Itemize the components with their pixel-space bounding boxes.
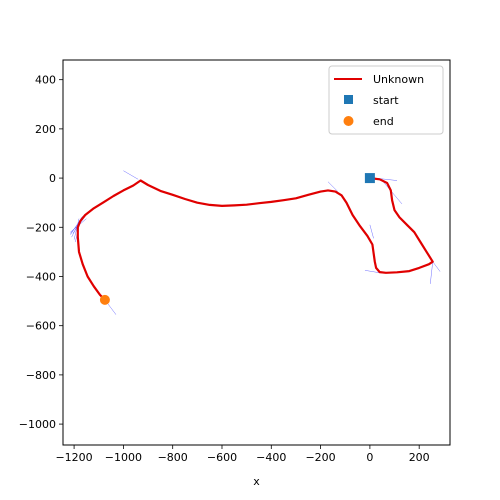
y-axis-ticks: 400 200 0 −200 −400 −600 −800 −1000 <box>19 74 63 431</box>
x-tick-label: 0 <box>366 451 373 464</box>
legend-square-swatch <box>344 95 353 104</box>
y-tick-label: −400 <box>26 270 56 283</box>
y-tick-label: 0 <box>49 172 56 185</box>
y-tick-label: −800 <box>26 369 56 382</box>
direction-segment <box>369 224 374 239</box>
direction-segment <box>73 218 80 240</box>
x-tick-label: −800 <box>158 451 188 464</box>
direction-segment <box>123 170 139 180</box>
series-line-unknown <box>76 177 434 301</box>
x-tick-label: −400 <box>256 451 286 464</box>
legend-label-start: start <box>373 94 399 107</box>
legend-box <box>328 65 444 135</box>
x-tick-label: −1000 <box>105 451 142 464</box>
y-tick-label: −200 <box>26 221 56 234</box>
legend: Unknown start end <box>328 65 444 135</box>
direction-segment <box>430 261 433 284</box>
y-tick-label: 200 <box>35 123 56 136</box>
marker-start <box>364 173 375 184</box>
x-axis-label: x <box>253 475 260 488</box>
x-axis-ticks: −1200 −1000 −800 −600 −400 −200 0 200 <box>55 445 430 464</box>
x-tick-label: −1200 <box>55 451 92 464</box>
legend-circle-swatch <box>343 116 354 126</box>
series-lines <box>76 177 434 301</box>
markers <box>99 173 375 305</box>
x-tick-label: −200 <box>305 451 335 464</box>
y-tick-label: −1000 <box>19 418 56 431</box>
legend-label-unknown: Unknown <box>373 73 424 86</box>
x-tick-label: 200 <box>409 451 430 464</box>
plot-frame <box>62 59 451 446</box>
direction-segment <box>432 261 441 272</box>
legend-label-end: end <box>373 115 394 128</box>
y-tick-label: 400 <box>35 74 56 87</box>
direction-segment <box>364 270 380 274</box>
x-tick-label: −600 <box>207 451 237 464</box>
direction-segment <box>327 181 339 192</box>
y-tick-label: −600 <box>26 320 56 333</box>
marker-end <box>99 294 110 305</box>
